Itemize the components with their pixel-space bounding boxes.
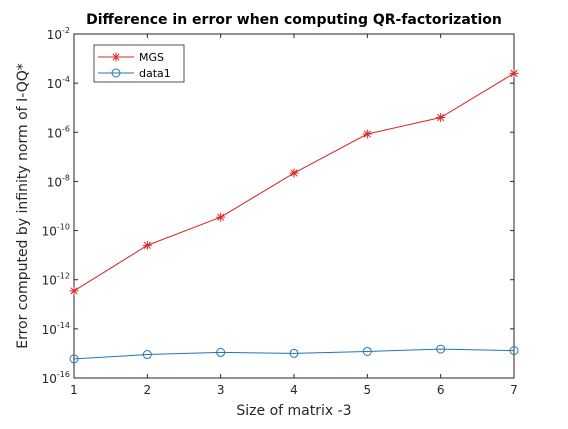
legend-entry-data1: data1 [98, 67, 171, 80]
y-tick-label: 10-10 [42, 223, 70, 239]
x-tick-label: 7 [510, 383, 518, 397]
y-tick-labels: 10-16 10-14 10-12 10-10 10-8 10-6 10-4 10-2 [42, 26, 70, 386]
mgs-point [509, 68, 519, 78]
legend-entries: MGS data1 [98, 51, 171, 80]
data1-point [362, 346, 372, 356]
mgs-point [142, 240, 152, 250]
y-tick-label: 10-2 [47, 26, 70, 42]
y-tick-label: 10-6 [47, 124, 70, 140]
y-tick-label: 10-16 [42, 370, 70, 386]
data1-point [69, 354, 79, 364]
x-tick-label: 5 [364, 383, 372, 397]
y-axis-label: Error computed by infinity norm of I-QQ* [15, 63, 31, 349]
mgs-point-stroke [437, 113, 445, 122]
legend-marker-mgs-stroke [112, 53, 120, 61]
y-tick-label: 10-12 [42, 272, 70, 288]
mgs-point [362, 129, 372, 139]
mgs-point-stroke [143, 241, 151, 249]
y-tick-label: 10-14 [42, 321, 70, 337]
legend-entry-mgs: MGS [98, 51, 164, 64]
data1-point [142, 350, 152, 360]
plot-area [74, 34, 514, 378]
data1-line [73, 348, 515, 360]
data1-point [216, 347, 226, 357]
x-tick-label: 3 [217, 383, 225, 397]
data1-point [436, 344, 446, 354]
mgs-point [436, 112, 446, 122]
mgs-point-stroke [217, 213, 225, 221]
legend-marker-mgs [111, 52, 121, 62]
data1-point [509, 346, 519, 356]
series-layer [69, 68, 519, 364]
y-tick-label: 10-4 [47, 75, 70, 91]
mgs-point [216, 212, 226, 222]
mgs-point [69, 286, 79, 296]
x-axis-label: Size of matrix -3 [236, 403, 351, 419]
mgs-point-stroke [70, 287, 78, 295]
legend-label-data1: data1 [139, 67, 171, 80]
mgs-point-stroke [363, 130, 371, 138]
legend-label-mgs: MGS [139, 51, 164, 64]
data1-point [289, 348, 299, 358]
x-tick-label: 1 [70, 383, 78, 397]
mgs-point-stroke [290, 169, 298, 177]
x-tick-label: 6 [437, 383, 445, 397]
legend-marker-data1 [111, 68, 121, 78]
y-tick-label: 10-8 [47, 173, 70, 189]
legend: MGS data1 [93, 44, 185, 83]
series-data1 [69, 344, 519, 364]
mgs-point [289, 168, 299, 178]
mgs-point-stroke [510, 69, 518, 77]
x-tick-label: 2 [144, 383, 152, 397]
x-tick-labels: 1 2 3 4 5 6 7 [70, 383, 518, 397]
legend-box [93, 44, 185, 83]
series-mgs [69, 68, 519, 296]
chart-title: Difference in error when computing QR-fa… [86, 12, 502, 28]
x-tick-label: 4 [290, 383, 298, 397]
axes-box [73, 33, 515, 379]
